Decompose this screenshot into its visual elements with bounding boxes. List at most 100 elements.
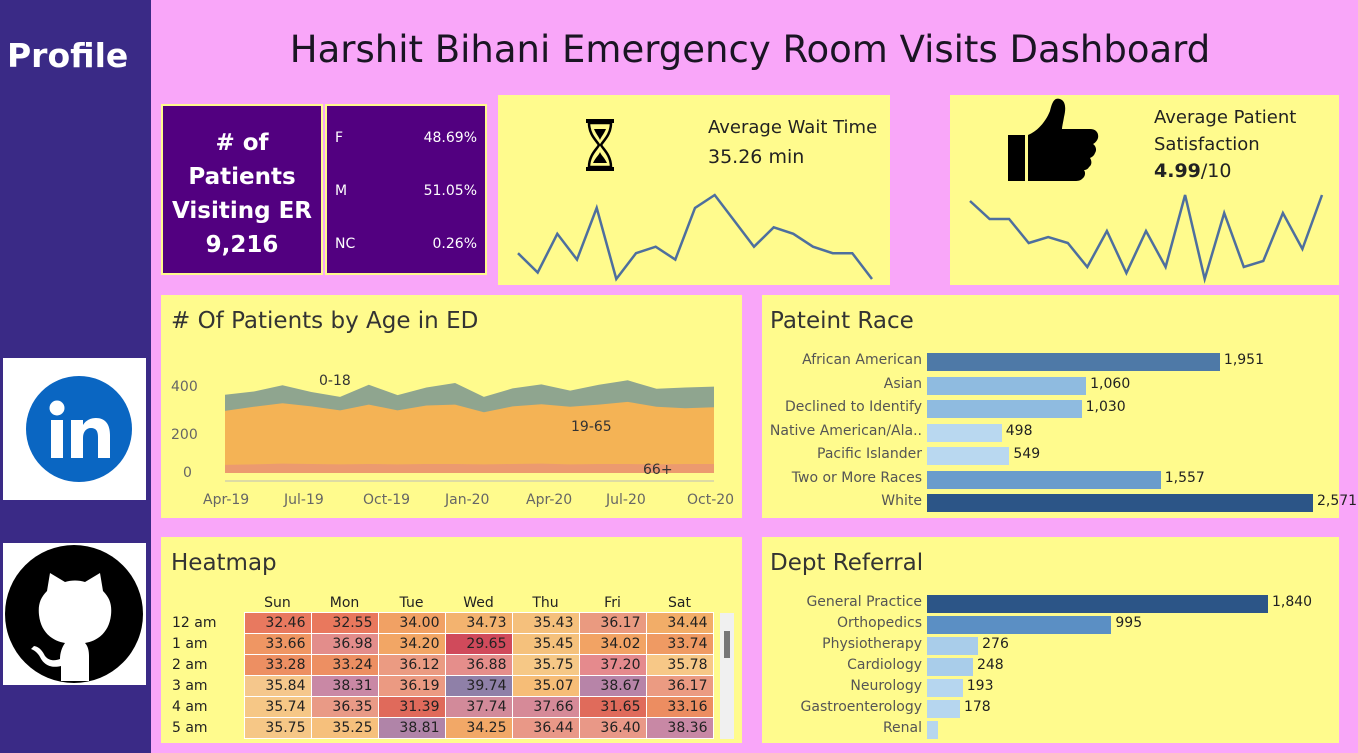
bar[interactable] (927, 494, 1313, 512)
bar-value: 1,557 (1164, 469, 1205, 486)
heatmap-cell[interactable]: 36.17 (645, 674, 714, 697)
heatmap-cell[interactable]: 34.73 (444, 611, 513, 634)
linkedin-icon (26, 376, 132, 482)
bar[interactable] (927, 376, 1087, 395)
heatmap-scrollbar[interactable] (720, 613, 734, 739)
heatmap-cell[interactable]: 35.74 (243, 695, 312, 718)
bar-value: 178 (963, 699, 991, 715)
heatmap-cell[interactable]: 36.17 (578, 611, 647, 634)
heatmap-row: 5 am 35.75 35.25 38.81 34.25 36.44 36.40 38.36 (169, 716, 714, 739)
heatmap-cell[interactable]: 35.84 (243, 674, 312, 697)
bar[interactable] (927, 400, 1082, 418)
gender-card: F 48.69% M 51.05% NC 0.26% (325, 104, 487, 275)
bar[interactable] (927, 637, 979, 655)
heatmap-cell[interactable]: 31.39 (377, 695, 446, 718)
bar-value: 549 (1013, 446, 1041, 462)
heatmap-row: 1 am 33.66 36.98 34.20 29.65 35.45 34.02 33.74 (169, 632, 714, 655)
bar-label: Renal (882, 720, 922, 736)
patients-label-1: # of (215, 130, 269, 156)
area-series-seniors (225, 463, 714, 473)
x-tick: Apr-20 (526, 492, 573, 508)
github-link[interactable] (3, 543, 146, 685)
bar-value: 193 (966, 678, 994, 694)
gender-label: F (335, 130, 344, 146)
heatmap-cell[interactable]: 38.81 (377, 716, 446, 739)
bar-label: Native American/Ala.. (769, 422, 922, 439)
bar[interactable] (927, 679, 963, 697)
heatmap-cell[interactable]: 36.88 (444, 653, 513, 676)
x-tick: Oct-20 (687, 492, 735, 508)
bar-value: 1,030 (1085, 399, 1126, 415)
patients-count-card: # of Patients Visiting ER 9,216 (161, 104, 323, 275)
heatmap-cell[interactable]: 39.74 (444, 674, 513, 697)
heatmap-cell[interactable]: 35.45 (511, 632, 580, 655)
heatmap-hour-label: 1 am (172, 635, 208, 652)
heatmap-cell[interactable]: 33.28 (243, 653, 312, 676)
heatmap-cell[interactable]: 36.98 (310, 632, 379, 655)
bar-label: Gastroenterology (800, 699, 922, 715)
heatmap-row: 3 am 35.84 38.31 36.19 39.74 35.07 38.67 36.17 (169, 674, 714, 697)
heatmap-cell[interactable]: 38.67 (578, 674, 647, 697)
patients-label-2: Patients (188, 164, 296, 190)
heatmap-row: 2 am 33.28 33.24 36.12 36.88 35.75 37.20 35.78 (169, 653, 714, 676)
heatmap-cell[interactable]: 34.00 (377, 611, 446, 634)
heatmap-scroll-thumb[interactable] (724, 631, 730, 658)
series-label-adults: 19-65 (571, 419, 612, 435)
age-area-chart (225, 380, 714, 482)
x-tick: Apr-19 (203, 492, 250, 508)
heatmap-cell[interactable]: 37.66 (511, 695, 580, 718)
satisfaction-label-1: Average Patient (1154, 107, 1297, 128)
heatmap-cell[interactable]: 31.65 (578, 695, 647, 718)
heatmap-cell[interactable]: 36.12 (377, 653, 446, 676)
bar[interactable] (927, 447, 1010, 465)
heatmap-row: 12 am 32.46 32.55 34.00 34.73 35.43 36.17 34.44 (169, 611, 714, 634)
heatmap-cell[interactable]: 35.43 (511, 611, 580, 634)
x-tick: Oct-19 (363, 492, 411, 508)
bar[interactable] (927, 353, 1220, 371)
linkedin-link[interactable] (3, 358, 146, 500)
heatmap-cell[interactable]: 36.44 (511, 716, 580, 739)
bar-label: Pacific Islander (817, 446, 922, 462)
bar[interactable] (927, 423, 1002, 442)
heatmap-cell[interactable]: 35.75 (511, 653, 580, 676)
profile-heading: Profile (7, 36, 129, 75)
bar-value: 276 (982, 636, 1009, 652)
heatmap-cell[interactable]: 29.65 (444, 632, 513, 655)
bar[interactable] (927, 470, 1161, 489)
heatmap-cell[interactable]: 37.20 (578, 653, 647, 676)
heatmap-cell[interactable]: 32.55 (310, 611, 379, 634)
heatmap-cell[interactable]: 35.75 (243, 716, 312, 739)
heatmap-cell[interactable]: 36.19 (377, 674, 446, 697)
y-tick: 200 (171, 427, 198, 443)
bar[interactable] (927, 700, 960, 718)
heatmap-cell[interactable]: 35.78 (645, 653, 714, 676)
bar[interactable] (927, 616, 1112, 634)
heatmap-cell[interactable]: 38.36 (645, 716, 714, 739)
x-tick: Jul-20 (606, 492, 646, 508)
age-chart-panel: # Of Patients by Age in ED 400 200 0 Apr… (161, 295, 742, 518)
heatmap-cell[interactable]: 34.02 (578, 632, 647, 655)
bar[interactable] (927, 595, 1268, 613)
heatmap-cell[interactable]: 36.40 (578, 716, 647, 739)
heatmap-cell[interactable]: 33.66 (243, 632, 312, 655)
heatmap-cell[interactable]: 33.74 (645, 632, 714, 655)
heatmap-cell[interactable]: 33.24 (310, 653, 379, 676)
bar[interactable] (927, 721, 939, 739)
heatmap-cell[interactable]: 37.74 (444, 695, 513, 718)
heatmap-cell[interactable]: 36.35 (310, 695, 379, 718)
heatmap-cell[interactable]: 35.25 (310, 716, 379, 739)
heatmap-cell[interactable]: 38.31 (310, 674, 379, 697)
bar[interactable] (927, 658, 973, 676)
heatmap-cell[interactable]: 34.25 (444, 716, 513, 739)
gender-label: NC (335, 236, 356, 252)
heatmap-cell[interactable]: 35.07 (511, 674, 580, 697)
heatmap-day-header: Sun (264, 594, 291, 611)
heatmap-cell[interactable]: 34.20 (377, 632, 446, 655)
bar-label: Physiotherapy (822, 636, 922, 652)
heatmap-cell[interactable]: 34.44 (645, 611, 714, 634)
satisfaction-card: Average Patient Satisfaction 4.99/10 (950, 95, 1339, 285)
heatmap-cell[interactable]: 32.46 (243, 611, 312, 634)
bar-label: Cardiology (847, 657, 922, 673)
satisfaction-label: Average Patient Satisfaction (1154, 104, 1296, 158)
heatmap-cell[interactable]: 33.16 (645, 695, 714, 718)
